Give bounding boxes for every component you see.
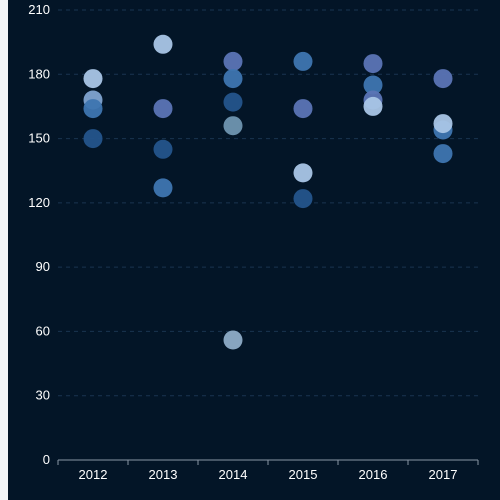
y-tick-label: 90 — [36, 259, 50, 274]
data-point — [223, 92, 243, 112]
y-tick-label: 120 — [28, 195, 50, 210]
data-point — [223, 51, 243, 71]
data-point — [83, 99, 103, 119]
data-point — [153, 34, 173, 54]
y-tick-label: 60 — [36, 323, 50, 338]
data-point — [433, 69, 453, 89]
points-layer — [83, 34, 453, 350]
data-point — [153, 139, 173, 159]
data-point — [433, 144, 453, 164]
x-tick-label: 2015 — [289, 467, 318, 482]
grid-layer — [58, 9, 478, 397]
data-point — [153, 178, 173, 198]
x-tick-label: 2012 — [79, 467, 108, 482]
x-tick-label: 2014 — [219, 467, 248, 482]
data-point — [293, 99, 313, 119]
y-tick-label: 180 — [28, 66, 50, 81]
x-tick-label: 2016 — [359, 467, 388, 482]
y-tick-label: 210 — [28, 2, 50, 17]
data-point — [223, 330, 243, 350]
data-point — [153, 99, 173, 119]
data-point — [363, 75, 383, 95]
y-tick-label: 0 — [43, 452, 50, 467]
data-point — [363, 96, 383, 116]
y-tick-label: 30 — [36, 388, 50, 403]
x-tick-label: 2013 — [149, 467, 178, 482]
data-point — [293, 51, 313, 71]
axis-layer: 0 30 60 90 120 150 180 210 2012 2013 2014 2015 2016 2… — [28, 2, 479, 482]
data-point — [293, 163, 313, 183]
data-point — [223, 69, 243, 89]
data-point — [83, 69, 103, 89]
x-tick-label: 2017 — [429, 467, 458, 482]
data-point — [433, 114, 453, 134]
data-point — [363, 54, 383, 74]
y-tick-label: 150 — [28, 131, 50, 146]
data-point — [223, 116, 243, 136]
data-point — [83, 129, 103, 149]
data-point — [293, 189, 313, 209]
